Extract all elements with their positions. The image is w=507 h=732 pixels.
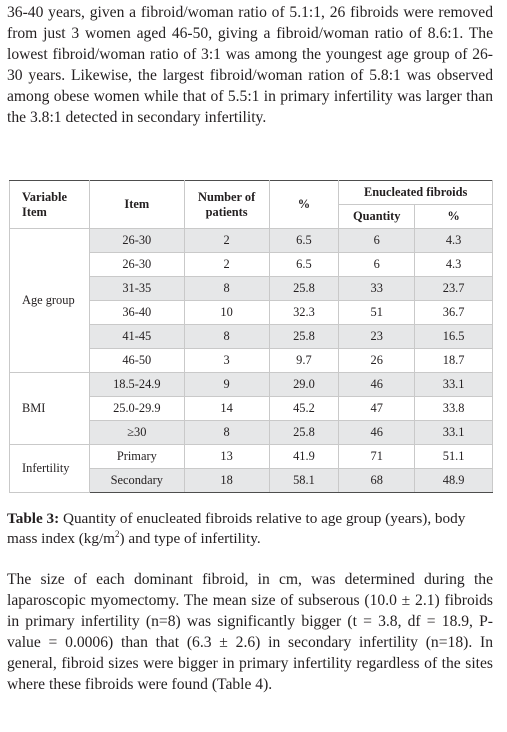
body-paragraph-top: 36-40 years, given a fibroid/woman ratio… bbox=[7, 4, 493, 126]
cell-n: 8 bbox=[183, 420, 270, 445]
cell-n: 13 bbox=[183, 444, 270, 469]
cell-qpct: 33.8 bbox=[414, 396, 493, 421]
header-percent: % bbox=[268, 180, 340, 229]
table-row: 41-45 8 25.8 23 16.5 bbox=[10, 324, 493, 349]
table-row: 31-35 8 25.8 33 23.7 bbox=[10, 276, 493, 301]
cell-item: 46-50 bbox=[88, 348, 185, 373]
cell-item: 26-30 bbox=[88, 252, 185, 277]
cell-qty: 46 bbox=[338, 420, 416, 445]
cell-n: 9 bbox=[183, 372, 270, 397]
cell-qty: 47 bbox=[338, 396, 416, 421]
cell-qty: 51 bbox=[338, 300, 416, 325]
cell-qty: 26 bbox=[338, 348, 416, 373]
cell-qpct: 33.1 bbox=[414, 420, 493, 445]
table-row: 36-40 10 32.3 51 36.7 bbox=[10, 300, 493, 325]
cell-qpct: 33.1 bbox=[414, 372, 493, 397]
cell-item: 18.5-24.9 bbox=[88, 372, 185, 397]
cell-qty: 68 bbox=[338, 468, 416, 493]
cell-n: 8 bbox=[183, 324, 270, 349]
table-row: Age group 26-30 2 6.5 6 4.3 bbox=[9, 228, 493, 373]
header-patients: Number of patients bbox=[183, 180, 270, 229]
cell-qty: 6 bbox=[338, 228, 416, 253]
caption-text: Quantity of enucleated fibroids relative… bbox=[7, 510, 466, 547]
table-row: 46-50 3 9.7 26 18.7 bbox=[10, 348, 493, 373]
cell-qpct: 48.9 bbox=[414, 468, 493, 493]
group-label: Age group bbox=[9, 228, 90, 373]
cell-item: 25.0-29.9 bbox=[88, 396, 185, 421]
cell-item: Primary bbox=[88, 444, 185, 469]
cell-pct: 45.2 bbox=[268, 396, 340, 421]
cell-qty: 46 bbox=[338, 372, 416, 397]
header-enc-percent: % bbox=[414, 204, 493, 229]
table-row: BMI 18.5-24.9 9 29.0 46 33.1 bbox=[9, 372, 493, 445]
table-row: Infertility Primary 13 41.9 71 51.1 bbox=[9, 444, 493, 493]
caption-label: Table 3: bbox=[7, 510, 60, 527]
cell-pct: 58.1 bbox=[268, 468, 340, 493]
cell-pct: 6.5 bbox=[268, 228, 340, 253]
cell-qty: 6 bbox=[338, 252, 416, 277]
cell-pct: 41.9 bbox=[268, 444, 340, 469]
cell-item: 41-45 bbox=[88, 324, 185, 349]
body-paragraph-bottom: The size of each dominant fibroid, in cm… bbox=[7, 571, 493, 693]
header-quantity: Quantity bbox=[338, 204, 416, 229]
cell-qpct: 51.1 bbox=[414, 444, 493, 469]
cell-qty: 23 bbox=[338, 324, 416, 349]
table-row: ≥30 8 25.8 46 33.1 bbox=[10, 420, 493, 445]
cell-pct: 29.0 bbox=[268, 372, 340, 397]
cell-n: 18 bbox=[183, 468, 270, 493]
cell-qpct: 16.5 bbox=[414, 324, 493, 349]
cell-pct: 25.8 bbox=[268, 276, 340, 301]
group-label: BMI bbox=[9, 372, 90, 445]
cell-qpct: 18.7 bbox=[414, 348, 493, 373]
cell-qty: 33 bbox=[338, 276, 416, 301]
caption-sup: 2 bbox=[115, 528, 120, 539]
cell-item: 26-30 bbox=[88, 228, 185, 253]
cell-qpct: 4.3 bbox=[414, 252, 493, 277]
cell-pct: 9.7 bbox=[268, 348, 340, 373]
cell-item: Secondary bbox=[88, 468, 185, 493]
cell-qpct: 36.7 bbox=[414, 300, 493, 325]
cell-qpct: 4.3 bbox=[414, 228, 493, 253]
cell-pct: 6.5 bbox=[268, 252, 340, 277]
cell-n: 10 bbox=[183, 300, 270, 325]
cell-n: 2 bbox=[183, 228, 270, 253]
cell-n: 3 bbox=[183, 348, 270, 373]
cell-n: 2 bbox=[183, 252, 270, 277]
cell-n: 14 bbox=[183, 396, 270, 421]
cell-item: 36-40 bbox=[88, 300, 185, 325]
fibroid-table: Variable Item Item Number of patients % En… bbox=[9, 180, 493, 493]
table-row: Secondary 18 58.1 68 48.9 bbox=[10, 468, 493, 493]
cell-item: ≥30 bbox=[88, 420, 185, 445]
cell-qty: 71 bbox=[338, 444, 416, 469]
group-label: Infertility bbox=[9, 444, 90, 493]
cell-pct: 25.8 bbox=[268, 420, 340, 445]
cell-n: 8 bbox=[183, 276, 270, 301]
table-caption: Table 3: Quantity of enucleated fibroids… bbox=[7, 509, 497, 549]
cell-pct: 32.3 bbox=[268, 300, 340, 325]
header-item: Item bbox=[88, 180, 185, 229]
header-variable: Variable Item bbox=[9, 180, 90, 229]
caption-text-end: ) and type of infertility. bbox=[119, 530, 261, 547]
cell-qpct: 23.7 bbox=[414, 276, 493, 301]
cell-pct: 25.8 bbox=[268, 324, 340, 349]
header-enucleated: Enucleated fibroids bbox=[338, 180, 493, 205]
cell-item: 31-35 bbox=[88, 276, 185, 301]
